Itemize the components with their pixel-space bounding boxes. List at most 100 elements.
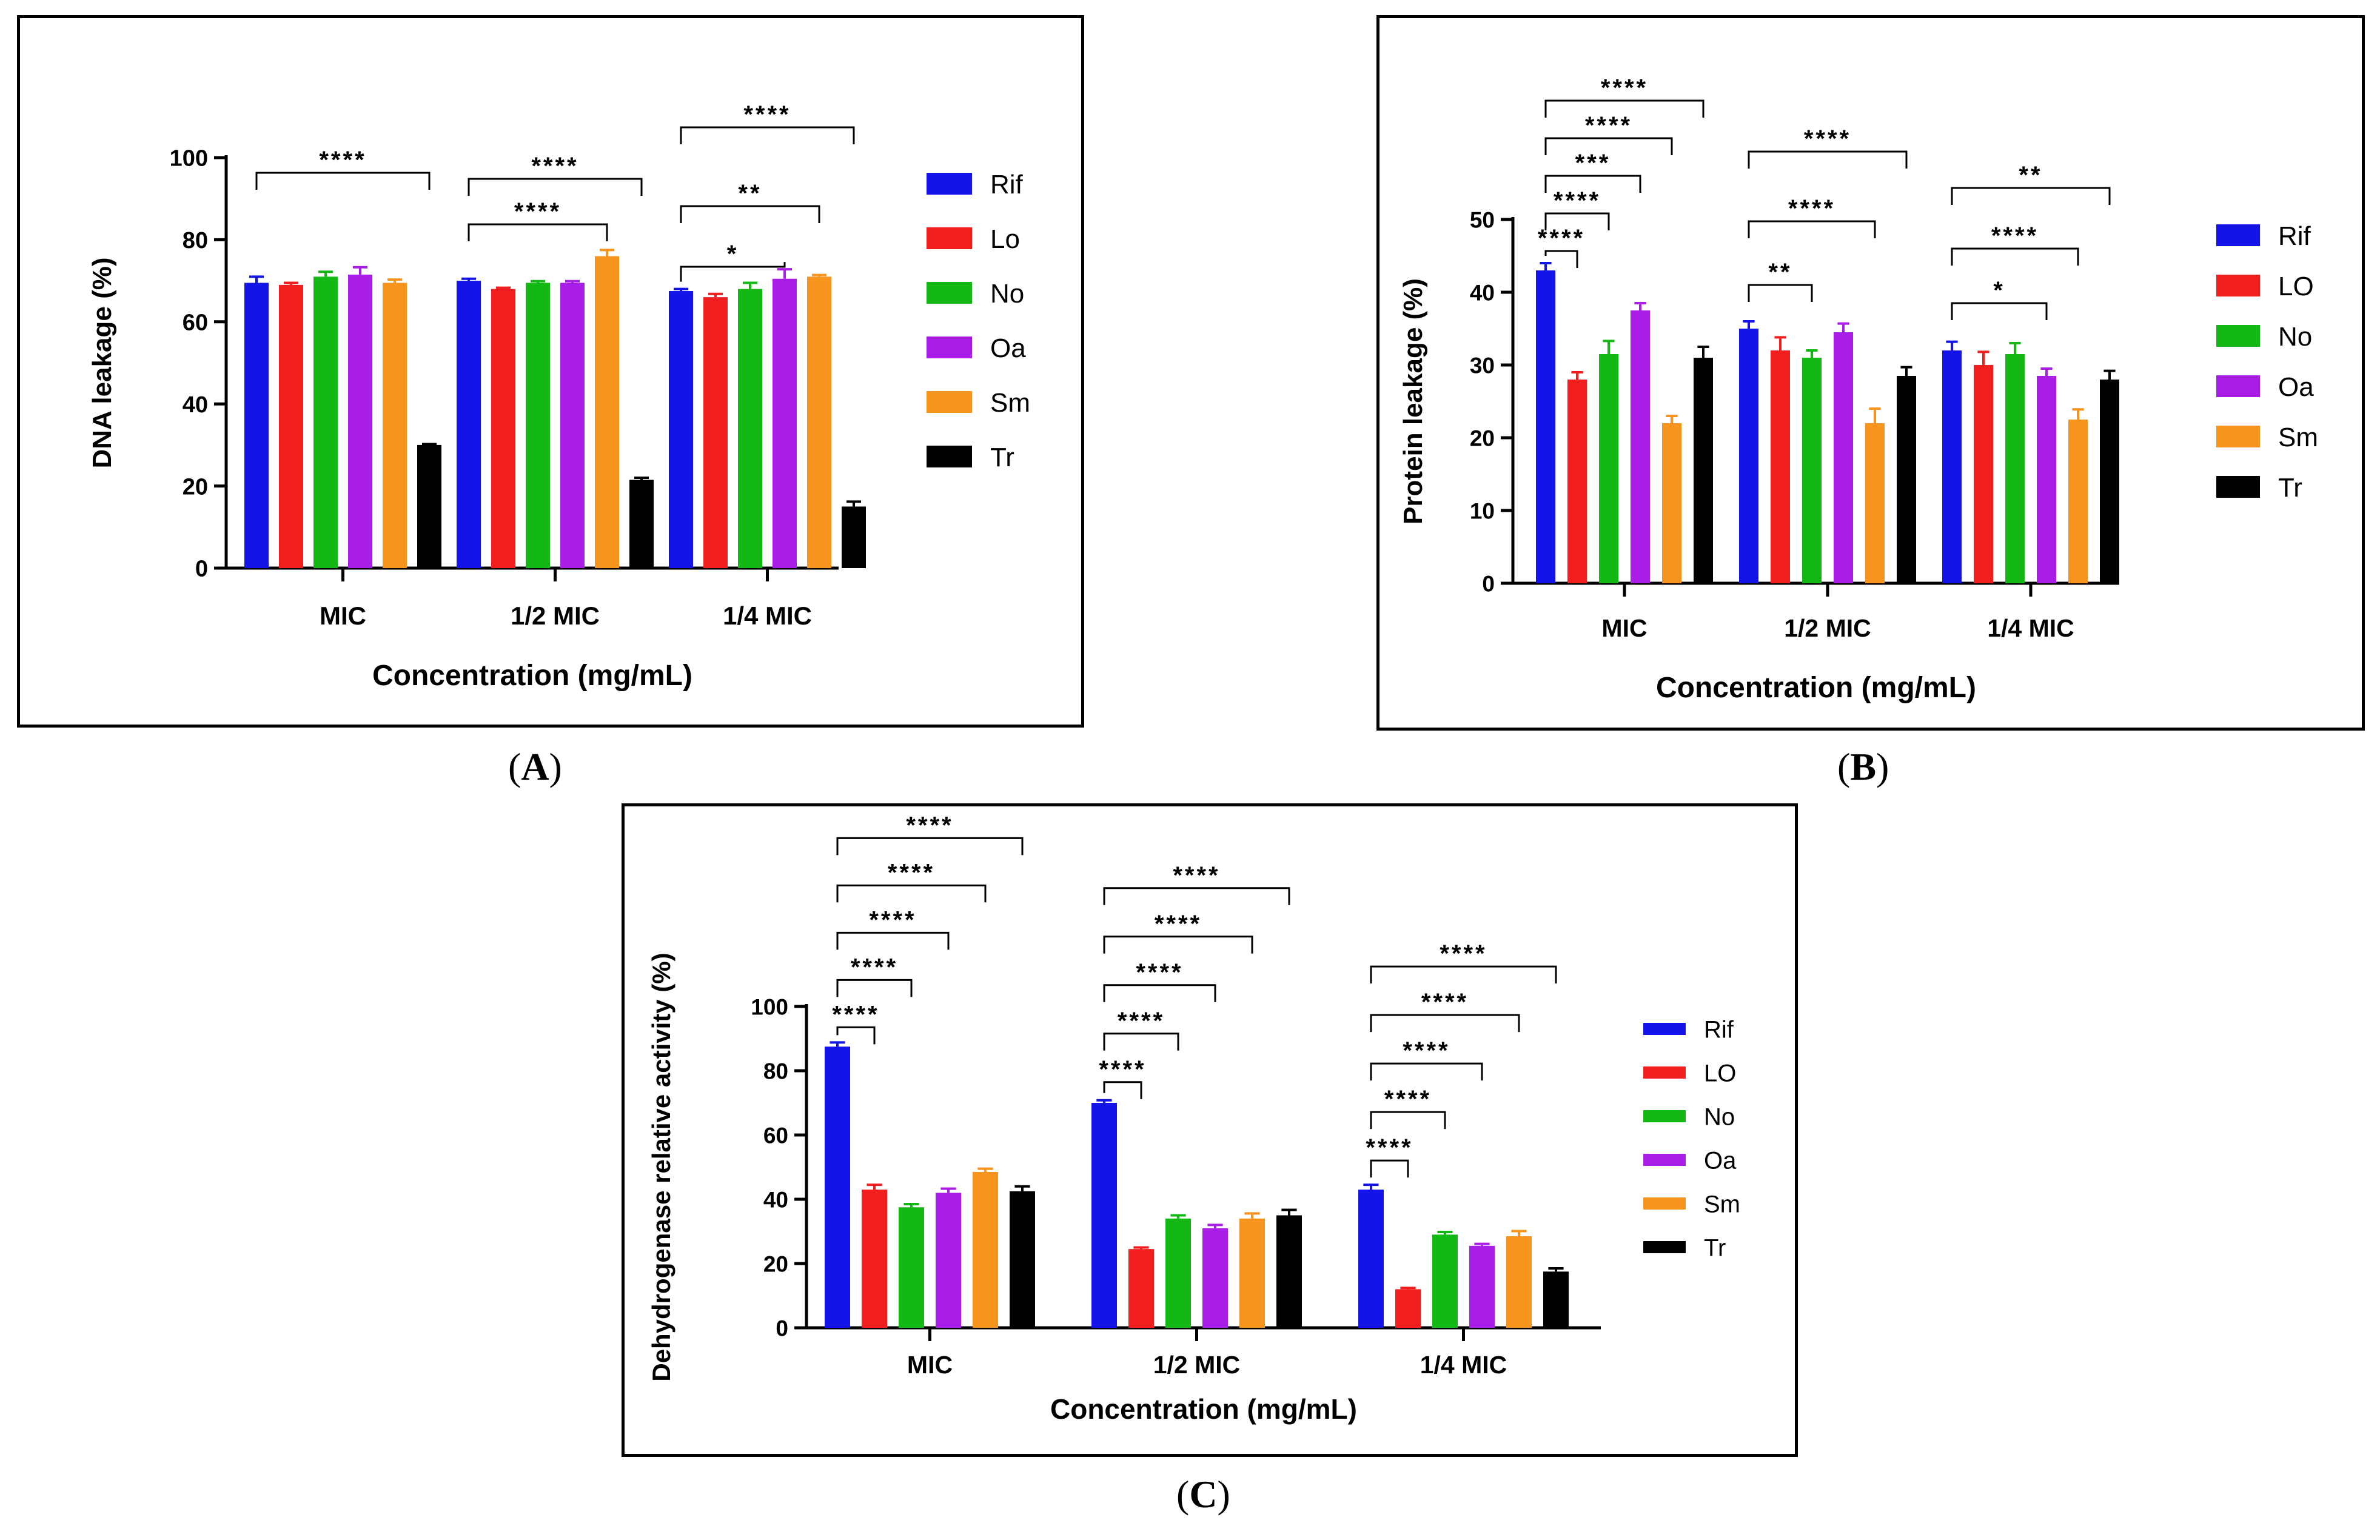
significance-label: **** [1554, 187, 1601, 214]
bar-lo [491, 289, 515, 568]
legend-swatch-lo [1643, 1066, 1686, 1079]
bar-oa [1469, 1245, 1495, 1328]
legend-label-rif: Rif [1704, 1016, 1734, 1043]
legend-label-no: No [2278, 322, 2312, 352]
significance-label: ** [1768, 259, 1792, 286]
significance-bracket [680, 205, 820, 223]
legend-swatch-oa [2216, 375, 2260, 397]
bar-lo [862, 1190, 887, 1328]
legend-swatch-rif [1643, 1023, 1686, 1035]
legend-swatch-tr [1643, 1241, 1686, 1253]
significance-bracket [1370, 965, 1557, 984]
legend-swatch-oa [927, 336, 972, 358]
bar-tr [1010, 1191, 1035, 1328]
y-tick-label: 0 [195, 557, 208, 582]
significance-label: **** [1155, 911, 1202, 937]
bar-no [738, 289, 762, 568]
significance-bracket [836, 837, 1024, 855]
panel-label-c: (C) [1176, 1473, 1230, 1516]
significance-bracket [1103, 984, 1216, 1002]
legend-label-no: No [1704, 1103, 1735, 1130]
significance-label: **** [1421, 989, 1469, 1016]
significance-label: * [1993, 277, 2005, 304]
y-tick-label: 20 [1470, 426, 1495, 450]
significance-label: **** [319, 147, 366, 173]
significance-bracket [1544, 250, 1578, 268]
bar-rif [1942, 350, 1962, 583]
significance-label: **** [743, 101, 791, 128]
legend-swatch-no [927, 282, 972, 304]
bar-tr [1897, 376, 1916, 583]
y-tick-label: 0 [1482, 571, 1495, 596]
significance-bracket [1748, 284, 1813, 302]
bar-sm [973, 1171, 998, 1328]
significance-label: *** [1575, 150, 1611, 176]
bar-lo [279, 284, 303, 568]
bar-oa [1631, 310, 1650, 583]
significance-bracket [836, 884, 987, 903]
bar-sm [1239, 1218, 1265, 1328]
bar-tr [1276, 1215, 1302, 1328]
bar-oa [2037, 376, 2056, 583]
legend-label-tr: Tr [1704, 1234, 1726, 1261]
x-axis-title: Concentration (mg/mL) [1656, 672, 1976, 704]
significance-bracket [1748, 150, 1908, 169]
significance-bracket [680, 262, 786, 282]
bar-no [313, 276, 338, 568]
significance-label: **** [1118, 1008, 1165, 1034]
significance-label: **** [531, 153, 578, 179]
legend-label-sm: Sm [990, 388, 1030, 418]
chart-panel-a: 0 20 40 60 80 100 MIC 1/2 MIC 1/4 MIC **** **** ***… [17, 15, 1084, 728]
significance-label: **** [1173, 862, 1220, 889]
significance-bracket [468, 223, 608, 241]
chart-c-svg: 0 20 40 60 80 100 MIC 1/2 MIC 1/4 MIC **** **** ***… [647, 812, 1740, 1425]
significance-bracket [1370, 1111, 1446, 1130]
bar-rif [669, 291, 693, 568]
x-category-label: 1/4 MIC [1987, 614, 2074, 642]
significance-bracket [468, 178, 643, 196]
legend-swatch-tr [2216, 476, 2260, 498]
bar-lo [1771, 350, 1790, 583]
legend-label-oa: Oa [1704, 1147, 1737, 1174]
chart-panel-c: 0 20 40 60 80 100 MIC 1/2 MIC 1/4 MIC **** **** ***… [622, 803, 1798, 1457]
bar-lo [703, 297, 728, 568]
legend-label-lo: Lo [990, 224, 1020, 254]
bar-tr [417, 444, 441, 568]
bar-oa [560, 283, 585, 568]
x-category-label: MIC [320, 601, 366, 630]
x-category-label: 1/4 MIC [1420, 1351, 1507, 1379]
significance-label: **** [1804, 126, 1851, 152]
x-category-label: 1/2 MIC [511, 601, 600, 630]
significance-bracket [1103, 1081, 1142, 1099]
bar-no [1802, 358, 1822, 583]
bar-rif [244, 283, 269, 568]
y-tick-label: 30 [1470, 353, 1495, 378]
bar-oa [1202, 1228, 1228, 1328]
legend-swatch-sm [2216, 426, 2260, 447]
significance-label: ** [2019, 162, 2042, 189]
significance-label: * [727, 241, 739, 267]
y-tick-label: 80 [763, 1059, 788, 1083]
bar-rif [457, 281, 481, 568]
legend-label-sm: Sm [1704, 1191, 1740, 1217]
y-tick-label: 100 [170, 146, 208, 172]
bar-lo [1974, 365, 1993, 583]
x-category-label: MIC [907, 1351, 953, 1379]
significance-bracket [1544, 175, 1641, 193]
significance-label: **** [1440, 940, 1487, 967]
legend-swatch-rif [927, 173, 972, 195]
y-tick-label: 60 [763, 1123, 788, 1148]
significance-label: **** [1136, 959, 1183, 986]
bar-lo [1128, 1249, 1154, 1328]
y-tick-label: 10 [1470, 498, 1495, 523]
legend-label-sm: Sm [2278, 423, 2318, 452]
significance-bracket [1103, 1033, 1179, 1051]
legend-label-no: No [990, 279, 1024, 309]
legend-label-oa: Oa [990, 333, 1026, 363]
significance-label: **** [1991, 223, 2039, 249]
significance-label: **** [1601, 75, 1648, 101]
bar-tr [1694, 358, 1713, 583]
significance-bracket [255, 172, 431, 190]
bar-oa [773, 278, 797, 568]
